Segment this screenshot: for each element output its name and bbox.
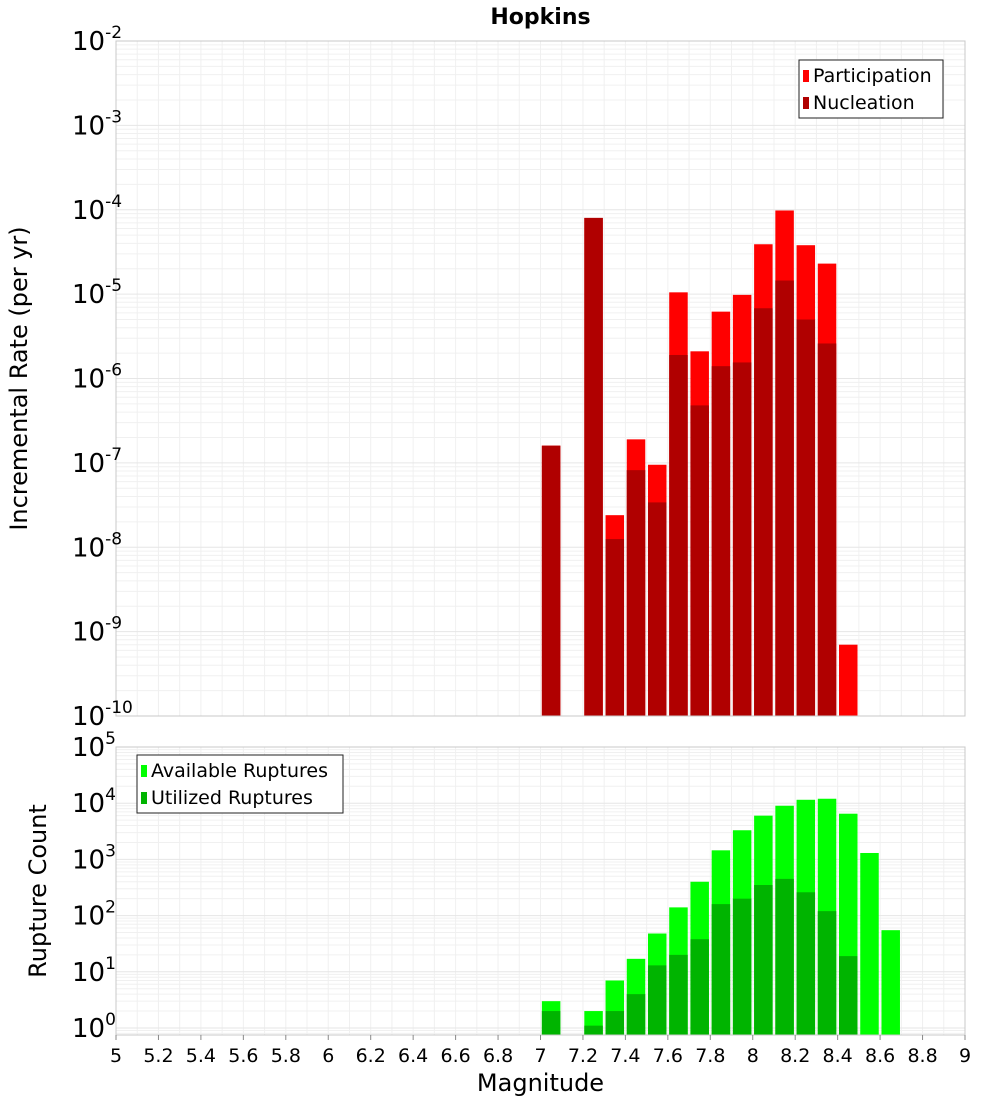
y-tick-label: 10-10: [72, 698, 133, 732]
legend-label: Participation: [813, 65, 932, 87]
bar-participation: [839, 644, 858, 716]
legend-label: Available Ruptures: [151, 760, 328, 782]
bar-nucleation: [541, 445, 561, 716]
x-tick-labels: 5 5.2 5.4 5.6 5.8 6 6.2 6.4 6.6 6.8 7 7.2 7.4 7.6 7.8 8…: [110, 1035, 971, 1067]
bar-utilized-ruptures: [626, 994, 646, 1035]
x-tick-label: 7.2: [568, 1045, 598, 1067]
bar-utilized-ruptures: [775, 878, 794, 1035]
legend-swatch: [803, 70, 809, 82]
y-tick-label: 10-7: [72, 445, 122, 479]
bars: [541, 798, 900, 1035]
x-tick-label: 6.4: [398, 1045, 428, 1067]
bar-utilized-ruptures: [796, 892, 816, 1035]
y-tick-label: 10-6: [72, 361, 122, 395]
bar-nucleation: [796, 319, 816, 716]
x-tick-label: 5: [110, 1045, 122, 1067]
legend-box: [136, 754, 344, 814]
bar-nucleation: [775, 280, 794, 716]
plot-border: [115, 40, 966, 717]
bar-nucleation: [669, 354, 688, 716]
bar-utilized-ruptures: [669, 954, 688, 1035]
legend-label: Utilized Ruptures: [151, 787, 313, 809]
x-tick-label: 8.2: [780, 1045, 810, 1067]
y-tick-label: 104: [72, 785, 116, 819]
x-tick-label: 8: [747, 1045, 759, 1067]
x-tick-label: 5.4: [186, 1045, 216, 1067]
y-tick-labels: 10-10 10-9 10-8 10-7 10-6 10-5 10-4 10-3 10-2: [72, 23, 133, 732]
bar-utilized-ruptures: [754, 885, 773, 1035]
chart-panel-1: 10-10 10-9 10-8 10-7 10-6 10-5 10-4 10-3 10-2 Inc…: [5, 5, 966, 732]
chart-title: Hopkins: [490, 5, 590, 30]
y-tick-label: 103: [72, 841, 116, 875]
x-tick-label: 8.8: [907, 1045, 937, 1067]
x-axis-label: Magnitude: [477, 1069, 604, 1097]
x-tick-label: 5.8: [271, 1045, 301, 1067]
bar-utilized-ruptures: [605, 1011, 625, 1035]
bar-utilized-ruptures: [584, 1025, 603, 1035]
bar-nucleation: [711, 366, 731, 716]
bar-utilized-ruptures: [541, 1011, 561, 1035]
bar-available-ruptures: [881, 930, 900, 1035]
bar-utilized-ruptures: [817, 911, 837, 1035]
y-tick-label: 101: [72, 954, 116, 988]
bar-nucleation: [626, 470, 646, 716]
bar-utilized-ruptures: [647, 965, 667, 1035]
bar-utilized-ruptures: [690, 939, 709, 1035]
x-tick-label: 6.6: [440, 1045, 470, 1067]
y-axis-label: Rupture Count: [24, 804, 52, 978]
bar-utilized-ruptures: [711, 904, 731, 1035]
legend-swatch: [141, 765, 147, 777]
legend: Available Ruptures Utilized Ruptures: [136, 754, 344, 814]
chart-panel-2: 100 101 102 103 104 105 Rupture Count Available…: [24, 729, 971, 1097]
legend: Participation Nucleation: [798, 59, 944, 119]
y-tick-label: 10-8: [72, 529, 122, 563]
x-tick-label: 6.8: [483, 1045, 513, 1067]
x-tick-label: 9: [959, 1045, 971, 1067]
x-tick-label: 8.6: [865, 1045, 895, 1067]
legend-box: [798, 59, 944, 119]
y-tick-label: 100: [72, 1010, 116, 1044]
x-tick-label: 8.4: [823, 1045, 853, 1067]
bar-utilized-ruptures: [732, 898, 752, 1035]
x-tick-label: 7.4: [610, 1045, 640, 1067]
bar-nucleation: [690, 405, 709, 716]
bar-utilized-ruptures: [839, 956, 858, 1035]
y-tick-label: 10-4: [72, 192, 122, 226]
x-tick-label: 5.2: [143, 1045, 173, 1067]
x-tick-label: 7.8: [695, 1045, 725, 1067]
y-axis-label: Incremental Rate (per yr): [5, 226, 33, 530]
y-tick-label: 10-3: [72, 107, 122, 141]
bars: [541, 210, 858, 717]
grid-lines: [115, 41, 966, 717]
y-tick-label: 102: [72, 898, 116, 932]
bar-nucleation: [754, 308, 773, 716]
y-tick-label: 105: [72, 729, 116, 763]
x-tick-label: 7: [534, 1045, 546, 1067]
bar-nucleation: [732, 362, 752, 716]
bar-available-ruptures: [860, 852, 879, 1035]
y-tick-label: 10-2: [72, 23, 122, 57]
x-tick-label: 6: [322, 1045, 334, 1067]
y-tick-labels: 100 101 102 103 104 105: [72, 729, 116, 1044]
bar-nucleation: [584, 217, 603, 716]
y-tick-label: 10-9: [72, 614, 122, 648]
bar-nucleation: [605, 539, 625, 716]
legend-swatch: [141, 792, 147, 804]
x-tick-label: 7.6: [653, 1045, 683, 1067]
legend-label: Nucleation: [813, 92, 915, 114]
x-tick-label: 5.6: [228, 1045, 258, 1067]
y-tick-label: 10-5: [72, 276, 122, 310]
legend-swatch: [803, 97, 809, 109]
x-tick-label: 6.2: [356, 1045, 386, 1067]
bar-nucleation: [817, 343, 837, 716]
bar-nucleation: [647, 502, 667, 716]
